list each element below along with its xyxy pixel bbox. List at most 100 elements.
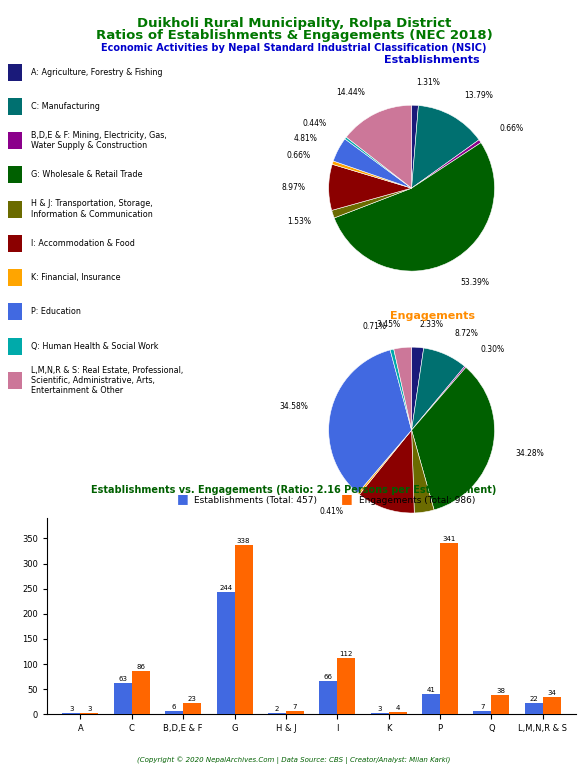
Text: 7: 7 bbox=[293, 703, 297, 710]
Wedge shape bbox=[345, 137, 412, 188]
FancyBboxPatch shape bbox=[8, 303, 22, 320]
Text: I: Accommodation & Food: I: Accommodation & Food bbox=[31, 239, 135, 248]
Text: 3.85%: 3.85% bbox=[428, 531, 452, 539]
Bar bbox=[492, 695, 509, 714]
FancyBboxPatch shape bbox=[8, 235, 22, 252]
Text: 1.31%: 1.31% bbox=[416, 78, 440, 87]
Text: H & J: Transportation, Storage,
Information & Communication: H & J: Transportation, Storage, Informat… bbox=[31, 200, 152, 219]
Wedge shape bbox=[329, 164, 412, 210]
Text: 3: 3 bbox=[377, 706, 382, 712]
Wedge shape bbox=[334, 143, 495, 271]
Text: 34.58%: 34.58% bbox=[279, 402, 308, 411]
Wedge shape bbox=[358, 430, 412, 495]
Wedge shape bbox=[394, 347, 412, 430]
Text: 34: 34 bbox=[547, 690, 556, 696]
Bar bbox=[286, 710, 304, 714]
Text: 63: 63 bbox=[118, 676, 128, 682]
Text: 8.97%: 8.97% bbox=[282, 183, 305, 191]
Text: 13.79%: 13.79% bbox=[464, 91, 493, 101]
Text: Engagements (Total: 986): Engagements (Total: 986) bbox=[359, 495, 475, 505]
Bar bbox=[389, 712, 407, 714]
Text: 0.41%: 0.41% bbox=[320, 507, 343, 516]
Text: 338: 338 bbox=[237, 538, 250, 544]
Wedge shape bbox=[390, 349, 412, 430]
Bar bbox=[235, 545, 253, 714]
Text: 0.30%: 0.30% bbox=[480, 345, 505, 353]
Bar bbox=[216, 591, 235, 714]
Text: 0.66%: 0.66% bbox=[286, 151, 310, 160]
FancyBboxPatch shape bbox=[8, 167, 22, 184]
Text: 53.39%: 53.39% bbox=[460, 278, 489, 287]
FancyBboxPatch shape bbox=[8, 372, 22, 389]
Text: A: Agriculture, Forestry & Fishing: A: Agriculture, Forestry & Fishing bbox=[31, 68, 162, 77]
Text: Economic Activities by Nepal Standard Industrial Classification (NSIC): Economic Activities by Nepal Standard In… bbox=[101, 43, 487, 53]
Bar bbox=[132, 671, 150, 714]
Text: 341: 341 bbox=[442, 536, 456, 542]
Bar bbox=[473, 710, 492, 714]
Text: 2: 2 bbox=[275, 707, 279, 712]
Text: Duikholi Rural Municipality, Rolpa District: Duikholi Rural Municipality, Rolpa Distr… bbox=[137, 17, 451, 30]
Text: 38: 38 bbox=[496, 688, 505, 694]
Text: G: Wholesale & Retail Trade: G: Wholesale & Retail Trade bbox=[31, 170, 142, 180]
Bar bbox=[114, 683, 132, 714]
Bar bbox=[370, 713, 389, 714]
Bar bbox=[183, 703, 201, 714]
Bar bbox=[338, 658, 355, 714]
Bar bbox=[81, 713, 98, 714]
Bar bbox=[525, 703, 543, 714]
Text: 3: 3 bbox=[87, 706, 92, 712]
Text: B,D,E & F: Mining, Electricity, Gas,
Water Supply & Construction: B,D,E & F: Mining, Electricity, Gas, Wat… bbox=[31, 131, 166, 151]
Text: 0.71%: 0.71% bbox=[362, 323, 386, 332]
Bar bbox=[165, 711, 183, 714]
Bar bbox=[319, 681, 338, 714]
Bar bbox=[543, 697, 561, 714]
Text: C: Manufacturing: C: Manufacturing bbox=[31, 102, 99, 111]
Text: 3.45%: 3.45% bbox=[376, 320, 400, 329]
FancyBboxPatch shape bbox=[8, 64, 22, 81]
Text: 1.53%: 1.53% bbox=[287, 217, 311, 226]
Text: ■: ■ bbox=[176, 492, 188, 505]
Wedge shape bbox=[332, 188, 412, 218]
Text: 8.72%: 8.72% bbox=[455, 329, 479, 338]
Wedge shape bbox=[412, 367, 495, 510]
Text: ■: ■ bbox=[341, 492, 353, 505]
FancyBboxPatch shape bbox=[8, 98, 22, 114]
Text: 4: 4 bbox=[396, 705, 400, 711]
Text: 0.66%: 0.66% bbox=[499, 124, 523, 133]
Text: 41: 41 bbox=[427, 687, 436, 693]
Text: 23: 23 bbox=[188, 696, 196, 702]
Text: 66: 66 bbox=[324, 674, 333, 680]
Text: Q: Human Health & Social Work: Q: Human Health & Social Work bbox=[31, 342, 158, 351]
Text: Establishments (Total: 457): Establishments (Total: 457) bbox=[194, 495, 317, 505]
Text: 11.36%: 11.36% bbox=[349, 526, 377, 535]
Text: 7: 7 bbox=[480, 703, 485, 710]
FancyBboxPatch shape bbox=[8, 132, 22, 149]
Text: Ratios of Establishments & Engagements (NEC 2018): Ratios of Establishments & Engagements (… bbox=[96, 29, 492, 42]
FancyBboxPatch shape bbox=[8, 269, 22, 286]
Text: 4.81%: 4.81% bbox=[294, 134, 318, 143]
Wedge shape bbox=[412, 348, 465, 430]
Bar bbox=[440, 543, 458, 714]
Text: 6: 6 bbox=[172, 704, 176, 710]
Text: 112: 112 bbox=[340, 651, 353, 657]
Wedge shape bbox=[412, 347, 424, 430]
Wedge shape bbox=[412, 366, 466, 430]
Text: K: Financial, Insurance: K: Financial, Insurance bbox=[31, 273, 120, 282]
Wedge shape bbox=[412, 105, 419, 188]
Wedge shape bbox=[359, 430, 415, 513]
Text: 0.44%: 0.44% bbox=[303, 120, 327, 128]
Bar bbox=[268, 713, 286, 714]
Text: 34.28%: 34.28% bbox=[515, 449, 544, 458]
Wedge shape bbox=[412, 430, 434, 513]
Text: Establishments: Establishments bbox=[385, 55, 480, 65]
Text: 244: 244 bbox=[219, 584, 232, 591]
Text: 22: 22 bbox=[529, 696, 538, 702]
Wedge shape bbox=[332, 161, 412, 188]
Text: 14.44%: 14.44% bbox=[336, 88, 365, 98]
Wedge shape bbox=[412, 140, 481, 188]
Bar bbox=[422, 694, 440, 714]
Text: (Copyright © 2020 NepalArchives.Com | Data Source: CBS | Creator/Analyst: Milan : (Copyright © 2020 NepalArchives.Com | Da… bbox=[138, 756, 450, 764]
FancyBboxPatch shape bbox=[8, 200, 22, 217]
Text: L,M,N,R & S: Real Estate, Professional,
Scientific, Administrative, Arts,
Entert: L,M,N,R & S: Real Estate, Professional, … bbox=[31, 366, 183, 396]
Text: 3: 3 bbox=[69, 706, 74, 712]
